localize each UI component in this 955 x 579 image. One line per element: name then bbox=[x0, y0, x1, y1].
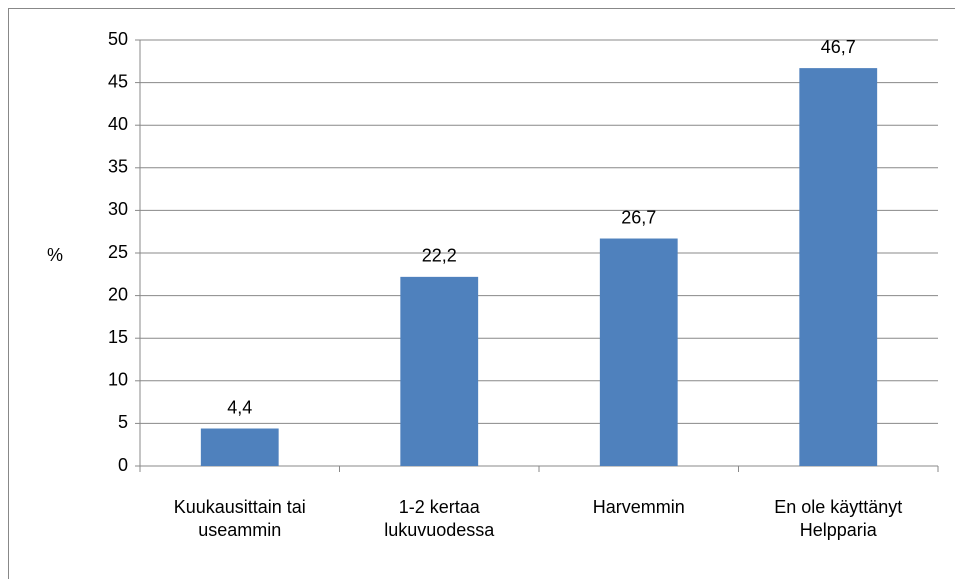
y-axis-label: % bbox=[47, 245, 63, 265]
x-tick-label: Kuukausittain tai useammin bbox=[173, 497, 306, 540]
y-tick-label: 25 bbox=[108, 242, 128, 262]
value-label: 26,7 bbox=[621, 207, 656, 227]
bar bbox=[400, 276, 479, 466]
value-label: 22,2 bbox=[422, 246, 457, 266]
x-tick-label: Harvemmin bbox=[592, 497, 685, 517]
y-tick-label: 50 bbox=[108, 29, 128, 49]
value-label: 46,7 bbox=[821, 37, 856, 57]
y-tick-label: 35 bbox=[108, 157, 128, 177]
y-tick-label: 15 bbox=[108, 327, 128, 347]
x-tick-label: En ole käyttänyt Helpparia bbox=[774, 497, 903, 540]
y-tick-label: 30 bbox=[108, 199, 128, 219]
y-tick-label: 45 bbox=[108, 71, 128, 91]
y-tick-label: 0 bbox=[118, 455, 128, 475]
y-tick-label: 5 bbox=[118, 412, 128, 432]
bar bbox=[200, 428, 279, 466]
y-tick-label: 40 bbox=[108, 114, 128, 134]
y-tick-label: 20 bbox=[108, 284, 128, 304]
y-tick-label: 10 bbox=[108, 370, 128, 390]
bar bbox=[799, 68, 878, 466]
x-tick-label: 1-2 kertaa lukuvuodessa bbox=[384, 497, 495, 540]
bar bbox=[599, 238, 678, 466]
chart-frame bbox=[8, 8, 955, 579]
value-label: 4,4 bbox=[227, 397, 252, 417]
